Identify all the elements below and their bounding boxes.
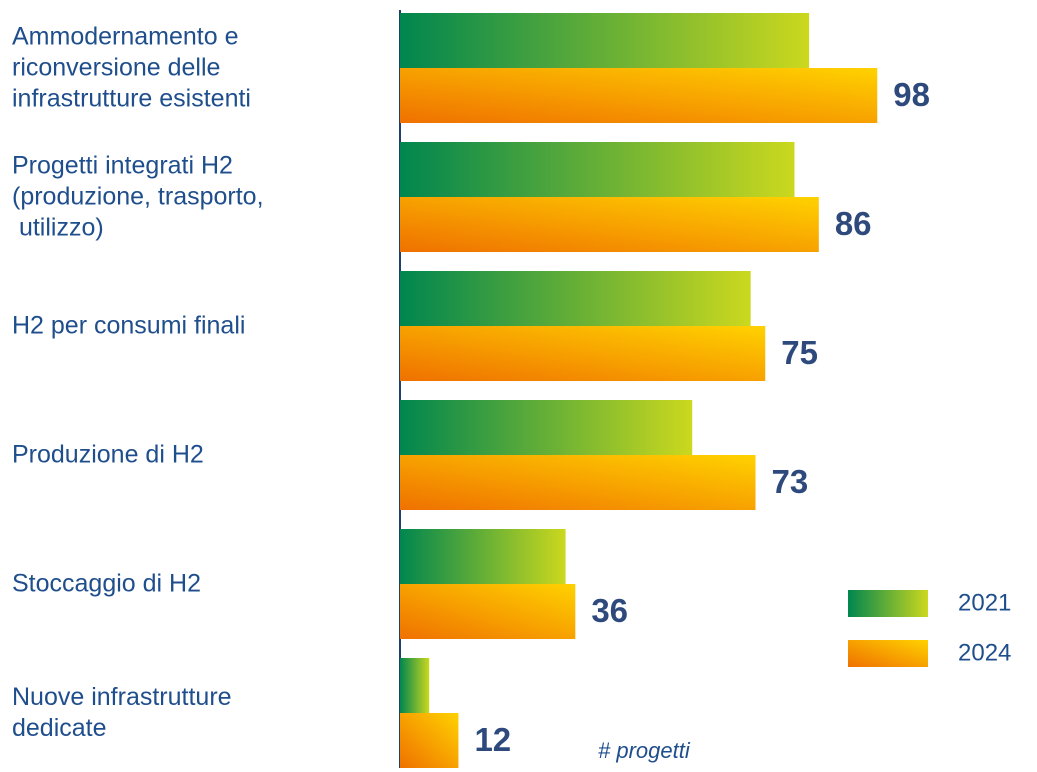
category-label: Stoccaggio di H2: [12, 569, 202, 598]
value-label: 86: [835, 205, 872, 242]
category-label: H2 per consumi finali: [12, 311, 246, 340]
legend-label: 2024: [958, 639, 1011, 666]
category-label: Progetti integrati H2 (produzione, trasp…: [12, 151, 264, 242]
category-label: Ammodernamento e riconversione delle inf…: [12, 22, 251, 113]
bar: [400, 400, 693, 455]
value-label: 75: [781, 334, 818, 371]
bar: [400, 271, 751, 326]
value-label: 73: [772, 463, 809, 500]
bar: [400, 455, 756, 510]
bar: [400, 13, 810, 68]
bar: [400, 197, 819, 252]
bar: [400, 658, 430, 713]
bar: [400, 142, 795, 197]
category-label: Nuove infrastrutture dedicate: [12, 683, 232, 742]
category-label: Produzione di H2: [12, 440, 204, 469]
legend-label: 2021: [958, 589, 1011, 616]
bar: [400, 713, 459, 768]
legend-swatch: [848, 590, 928, 617]
value-label: 12: [474, 721, 511, 758]
value-label: 98: [893, 76, 930, 113]
bar: [400, 584, 576, 639]
bar: [400, 529, 566, 584]
x-axis-label: # progetti: [598, 738, 691, 763]
legend-swatch: [848, 640, 928, 667]
bar: [400, 68, 878, 123]
bar: [400, 326, 766, 381]
value-label: 36: [591, 592, 628, 629]
